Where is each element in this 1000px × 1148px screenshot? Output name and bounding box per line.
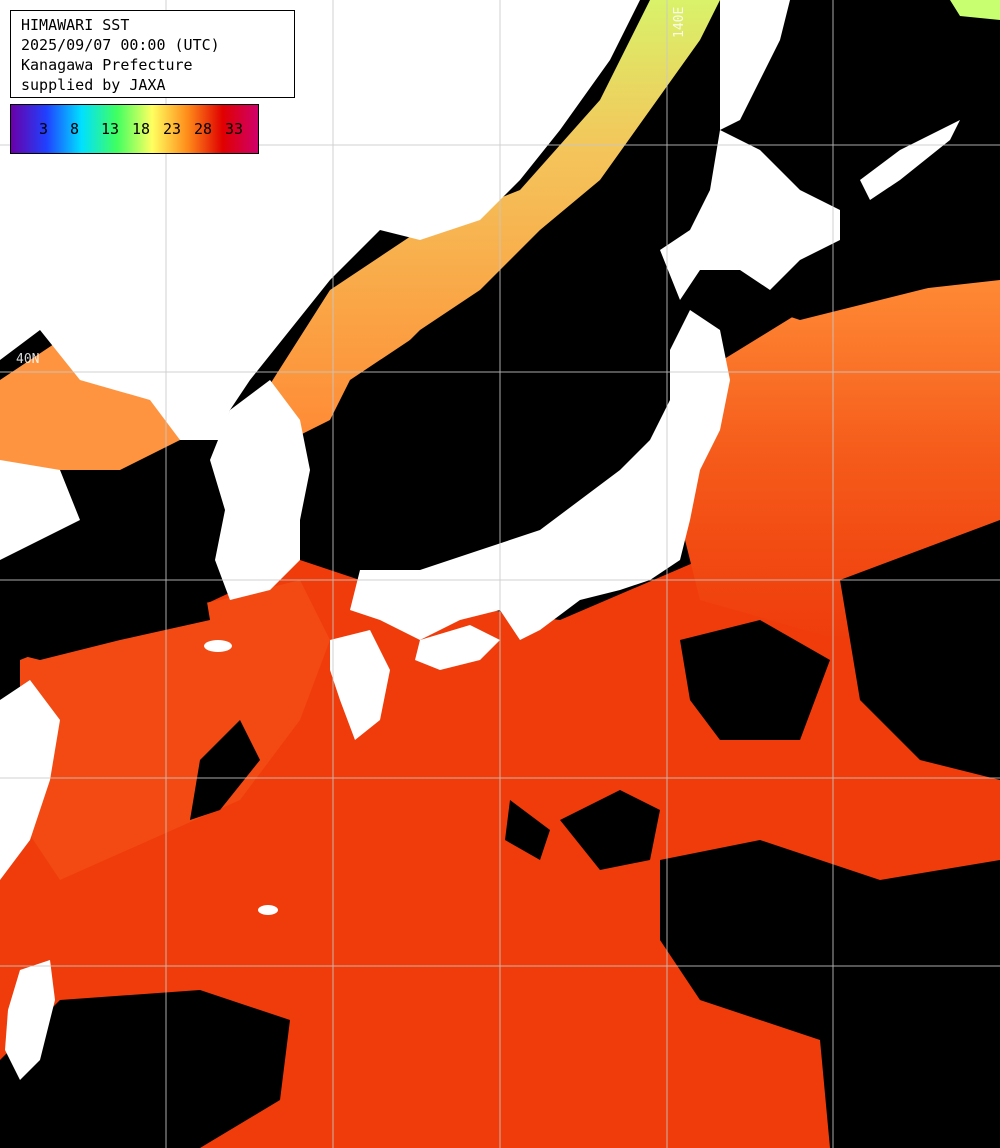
lat-label-30n: 30N — [16, 758, 40, 773]
colorbar-tick: 23 — [163, 120, 182, 138]
colorbar-tick: 18 — [132, 120, 151, 138]
okhotsk-sea-area — [950, 0, 1000, 20]
shikoku-land — [415, 625, 500, 670]
honshu-land — [350, 310, 730, 640]
island-land — [258, 905, 278, 915]
jeju-land — [204, 640, 232, 652]
hokkaido-land — [660, 130, 840, 300]
taiwan-land — [5, 960, 55, 1080]
map-info-box: HIMAWARI SST 2025/09/07 00:00 (UTC) Kana… — [10, 10, 295, 98]
colorbar-tick: 3 — [39, 120, 49, 138]
east-china-sea-area — [20, 580, 330, 880]
colorbar-tick: 13 — [101, 120, 120, 138]
lat-label-40n: 40N — [16, 352, 40, 367]
china-south-land — [0, 680, 60, 880]
kyushu-land — [330, 630, 390, 740]
korea-land — [210, 380, 310, 600]
colorbar-tick: 33 — [225, 120, 244, 138]
colorbar-tick: 28 — [194, 120, 213, 138]
map-datetime: 2025/09/07 00:00 (UTC) — [21, 36, 220, 54]
map-title: HIMAWARI SST — [21, 16, 130, 34]
kuril-land — [860, 120, 960, 200]
temperature-colorbar: 3 8 13 18 23 28 33 — [10, 104, 259, 154]
no-data-patches — [0, 100, 1000, 1148]
sea-of-japan-area — [260, 0, 720, 440]
sakhalin-land — [720, 0, 790, 130]
yellow-sea-area — [0, 340, 180, 480]
colorbar-tick: 8 — [70, 120, 80, 138]
map-region: Kanagawa Prefecture — [21, 56, 193, 74]
map-credit: supplied by JAXA — [21, 76, 166, 94]
lon-label-140e: 140E — [672, 6, 687, 38]
china-coast-land — [0, 460, 80, 560]
